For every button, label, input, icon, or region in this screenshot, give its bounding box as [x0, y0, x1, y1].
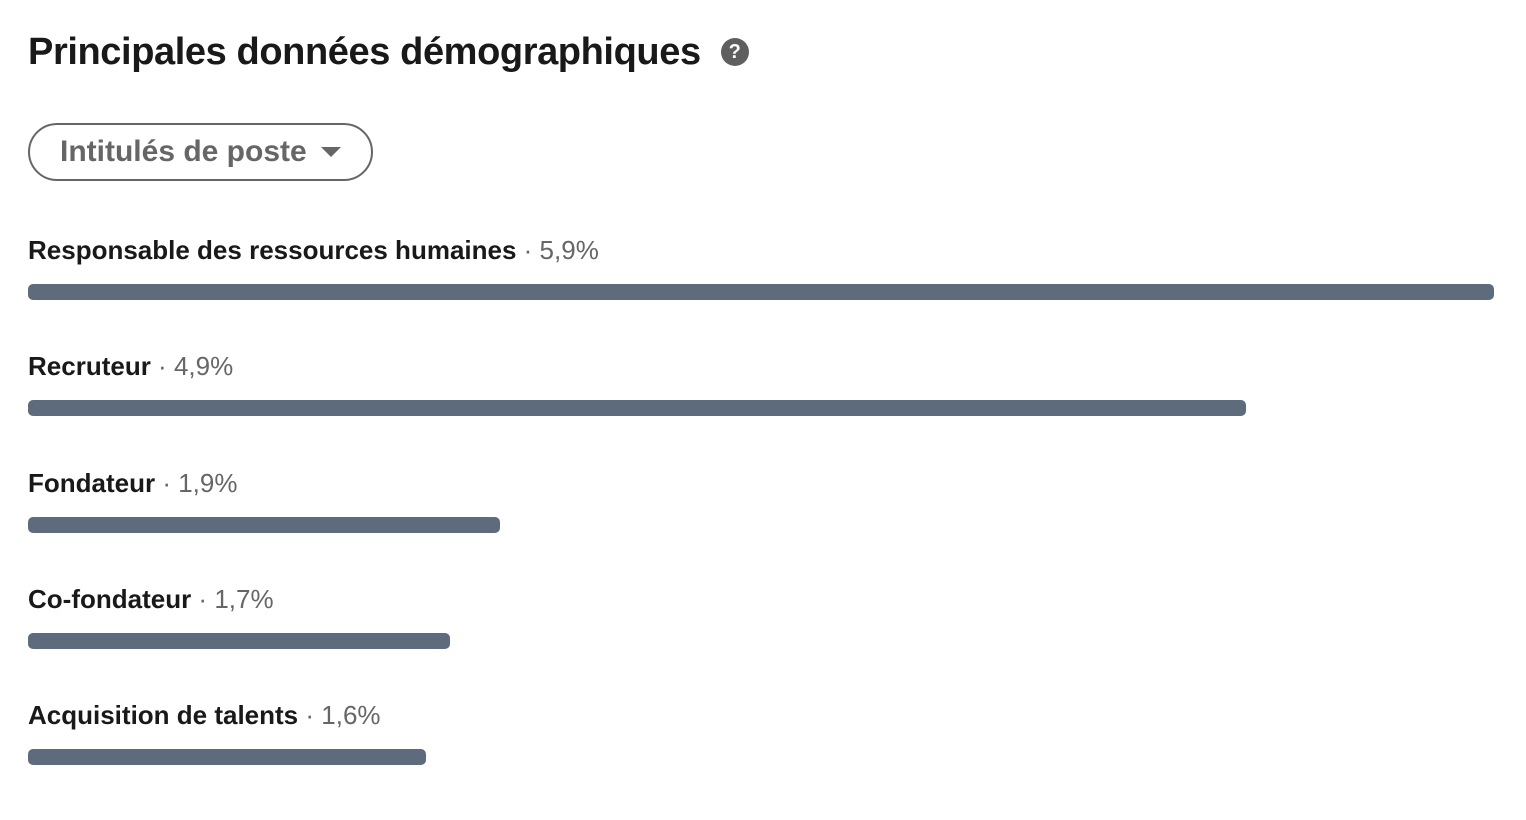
separator-dot: ·: [150, 351, 174, 382]
separator-dot: ·: [155, 467, 179, 498]
demographic-row: Responsable des ressources humaines · 5,…: [28, 232, 1494, 348]
bar-track: [28, 284, 1494, 300]
job-title-label: Co-fondateur: [28, 583, 192, 614]
bar-track: [28, 400, 1494, 417]
separator-dot: ·: [516, 235, 540, 265]
demographic-row: Recruteur · 4,9%: [28, 348, 1494, 464]
demographics-bar-list: Responsable des ressources humaines · 5,…: [28, 232, 1494, 813]
row-label: Recruteur · 4,9%: [28, 348, 1494, 384]
percentage-label: 1,7%: [214, 583, 274, 614]
bar-track: [28, 632, 1494, 649]
percentage-bar: [28, 284, 1494, 300]
job-title-label: Recruteur: [28, 351, 151, 382]
row-label: Fondateur · 1,9%: [28, 465, 1494, 501]
job-title-label: Fondateur: [28, 467, 156, 498]
percentage-label: 1,6%: [321, 700, 381, 731]
demographic-row: Fondateur · 1,9%: [28, 465, 1494, 581]
bar-track: [28, 749, 1494, 766]
dropdown-selected-label: Intitulés de poste: [60, 135, 307, 168]
row-label: Acquisition de talents · 1,6%: [28, 697, 1494, 733]
percentage-label: 5,9%: [539, 235, 599, 265]
percentage-bar: [28, 400, 1246, 417]
row-label: Responsable des ressources humaines · 5,…: [28, 232, 1494, 268]
demographic-filter-dropdown[interactable]: Intitulés de poste: [28, 123, 373, 181]
job-title-label: Responsable des ressources humaines: [28, 235, 517, 265]
percentage-bar: [28, 749, 426, 766]
separator-dot: ·: [298, 700, 322, 731]
caret-down-icon: [320, 147, 341, 157]
page-header: Principales données démographiques ?: [28, 28, 749, 76]
percentage-label: 1,9%: [178, 467, 238, 498]
question-circle-icon[interactable]: ?: [720, 38, 749, 66]
percentage-label: 4,9%: [173, 351, 234, 382]
page-title: Principales données démographiques: [28, 30, 701, 73]
bar-track: [28, 516, 1494, 533]
demographic-row: Acquisition de talents · 1,6%: [28, 697, 1494, 813]
job-title-label: Acquisition de talents: [28, 700, 299, 731]
percentage-bar: [28, 632, 450, 649]
separator-dot: ·: [191, 583, 215, 614]
demographic-row: Co-fondateur · 1,7%: [28, 581, 1494, 697]
row-label: Co-fondateur · 1,7%: [28, 581, 1494, 617]
percentage-bar: [28, 516, 500, 533]
